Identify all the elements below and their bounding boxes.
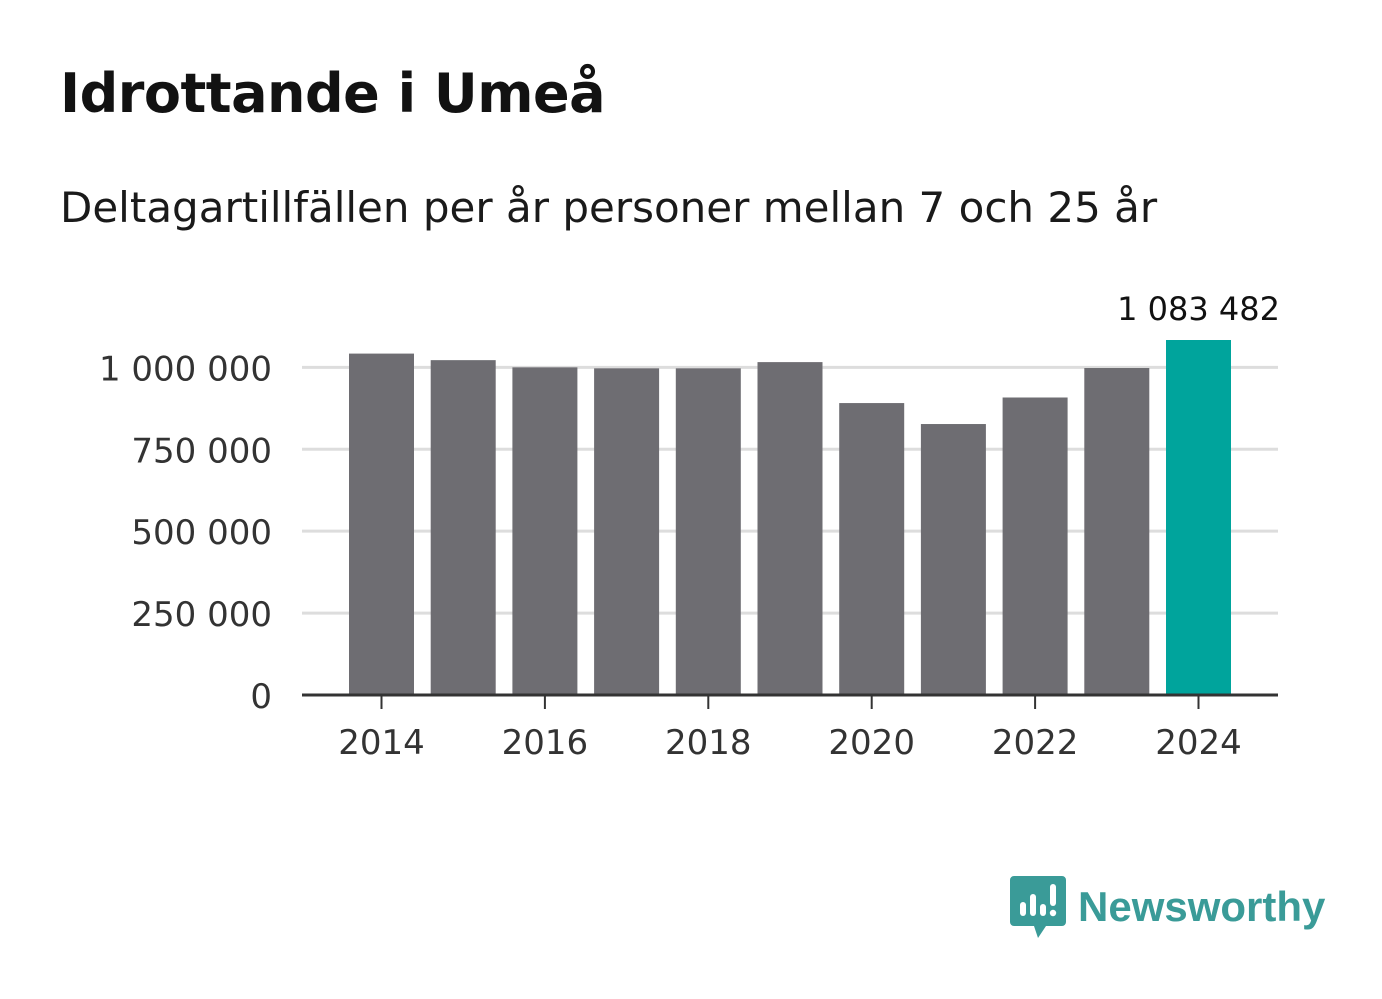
bar-2024 <box>1166 340 1231 695</box>
y-tick-label: 0 <box>250 677 272 717</box>
x-tick-label: 2014 <box>338 723 425 763</box>
bar-2019 <box>757 362 823 695</box>
x-tick-label: 2018 <box>665 723 752 763</box>
x-tick-label: 2022 <box>992 723 1079 763</box>
brand-name: Newsworthy <box>1078 883 1326 930</box>
chart-title: Idrottande i Umeå <box>60 62 606 125</box>
y-tick-label: 750 000 <box>131 431 272 471</box>
bar-2014 <box>349 353 414 695</box>
data-label: 1 083 482 <box>1117 290 1280 328</box>
y-tick-label: 1 000 000 <box>99 349 272 389</box>
x-tick-label: 2016 <box>502 723 589 763</box>
y-tick-label: 250 000 <box>131 595 272 635</box>
bar-2018 <box>675 368 741 695</box>
bar-2015 <box>430 360 496 695</box>
x-tick-label: 2024 <box>1155 723 1242 763</box>
bar-2017 <box>594 368 660 695</box>
bar-2022 <box>1002 397 1068 695</box>
chart-subtitle: Deltagartillfällen per år personer mella… <box>60 183 1158 232</box>
y-tick-label: 500 000 <box>131 513 272 553</box>
bar-2023 <box>1084 368 1150 695</box>
brand-logo: Newsworthy <box>1010 876 1325 938</box>
x-tick-label: 2020 <box>828 723 915 763</box>
bar-2016 <box>512 367 578 695</box>
bar-2020 <box>839 403 905 695</box>
newsworthy-logo-icon <box>1010 876 1066 938</box>
bar-2021 <box>920 424 986 695</box>
